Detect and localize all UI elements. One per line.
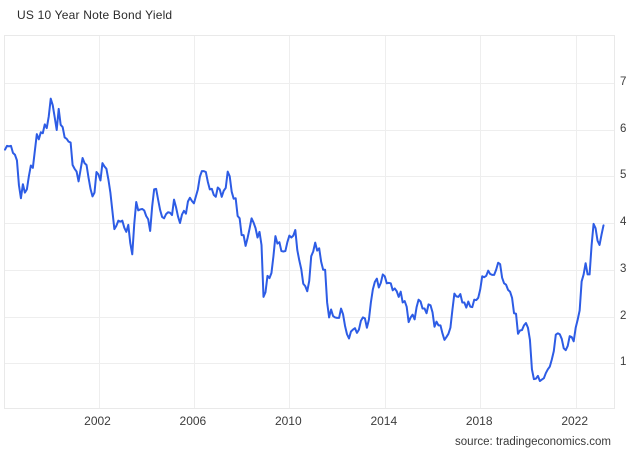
chart-title: US 10 Year Note Bond Yield [17,8,173,22]
v-gridline-2006 [193,36,195,408]
y-tick-label-6: 6 [620,122,627,135]
h-gridline-5 [5,176,614,178]
h-gridline-7 [5,82,614,84]
source-attribution: source: tradingeconomics.com [455,436,611,448]
v-gridline-2022 [575,36,577,408]
y-tick-label-2: 2 [620,309,627,322]
x-tick-label-2014: 2014 [370,414,398,428]
v-gridline-2018 [480,36,482,408]
y-tick-label-4: 4 [620,216,627,228]
plot-area[interactable] [4,35,615,409]
v-gridline-2010 [289,36,291,408]
y-tick-label-5: 5 [620,169,627,182]
v-gridline-2002 [98,36,100,408]
line-chart-svg [4,97,605,383]
yield-series-line [4,97,605,383]
x-tick-label-2006: 2006 [179,414,207,428]
x-tick-label-2018: 2018 [465,414,493,428]
y-tick-label-1: 1 [620,356,627,369]
x-tick-label-2002: 2002 [84,414,111,428]
v-gridline-2014 [384,36,386,408]
h-gridline-4 [5,223,614,224]
h-gridline-6 [5,129,614,131]
h-gridline-2 [5,316,614,318]
h-gridline-1 [5,363,614,365]
y-tick-label-3: 3 [620,262,627,275]
x-tick-label-2022: 2022 [561,414,589,428]
x-tick-label-2010: 2010 [274,414,302,428]
y-tick-label-7: 7 [620,75,627,88]
